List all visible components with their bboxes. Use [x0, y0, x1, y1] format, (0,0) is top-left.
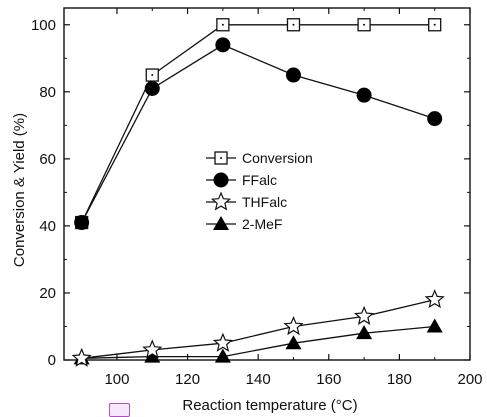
marker-dot: [151, 74, 154, 77]
series-line-conversion: [81, 24, 435, 223]
legend-label: FFalc: [242, 172, 277, 188]
marker-triangle: [144, 348, 161, 363]
data-point-thfalc: [424, 289, 445, 309]
y-tick-label: 80: [39, 84, 56, 101]
marker-star: [424, 289, 445, 309]
marker-triangle: [213, 216, 229, 230]
legend-marker: [210, 191, 232, 211]
marker-triangle: [285, 335, 302, 350]
x-tick-label: 180: [387, 371, 412, 388]
data-point-thfalc: [142, 339, 163, 359]
data-point-2-mef: [214, 348, 231, 363]
marker-dot: [363, 23, 366, 26]
marker-star: [283, 315, 304, 336]
x-tick-label: 140: [246, 371, 271, 388]
marker-circle: [74, 215, 90, 231]
x-tick-label: 120: [175, 371, 200, 388]
x-tick-label: 100: [104, 371, 129, 388]
marker-circle: [215, 37, 231, 53]
data-point-conversion: [216, 18, 230, 32]
marker-star: [354, 305, 375, 325]
marker-circle: [356, 87, 372, 103]
y-tick-label: 20: [39, 285, 56, 302]
y-axis-title: Conversion & Yield (%): [11, 113, 28, 267]
marker-dot: [292, 23, 295, 26]
marker-triangle: [214, 348, 231, 363]
data-point-conversion: [145, 68, 159, 82]
series-layer: [71, 18, 445, 367]
marker-dot: [433, 23, 436, 26]
marker-circle: [285, 67, 301, 83]
y-tick-label: 40: [39, 218, 56, 235]
legend: Conversion FFalc THFalc 2-MeF: [206, 150, 313, 232]
marker-star: [71, 347, 92, 367]
plot-frame: [63, 7, 471, 361]
legend-marker: [213, 172, 229, 188]
data-point-ffalc: [74, 215, 90, 231]
y-tick-label: 0: [48, 352, 56, 369]
data-point-conversion: [357, 18, 371, 32]
series-line-2-mef: [81, 325, 435, 359]
data-point-2-mef: [426, 318, 443, 333]
marker-triangle: [426, 318, 443, 333]
legend-label: THFalc: [242, 194, 287, 210]
data-point-2-mef: [144, 348, 161, 363]
data-point-ffalc: [427, 111, 443, 127]
marker-circle: [427, 111, 443, 127]
marker-dot: [220, 157, 222, 159]
series-line-thfalc: [81, 299, 435, 359]
x-tick-label: 200: [457, 371, 482, 388]
marker-circle: [144, 80, 160, 96]
axes: 100 120 140 160 180 200 0 20 40 60 80 100: [31, 7, 483, 388]
legend-marker: [214, 151, 228, 165]
marker-star: [142, 339, 163, 359]
data-point-ffalc: [215, 37, 231, 53]
data-point-ffalc: [144, 80, 160, 96]
data-point-conversion: [286, 18, 301, 32]
legend-label: Conversion: [242, 150, 313, 166]
marker-star: [212, 332, 233, 352]
legend-marker: [213, 216, 229, 230]
data-point-ffalc: [285, 67, 301, 83]
x-tick-label: 160: [316, 371, 341, 388]
legend-label: 2-MeF: [242, 216, 282, 232]
data-point-2-mef: [356, 325, 373, 340]
data-point-2-mef: [285, 335, 302, 350]
marker-circle: [213, 172, 229, 188]
data-point-thfalc: [71, 347, 92, 367]
series-line-ffalc: [81, 44, 435, 223]
data-point-thfalc: [283, 315, 304, 336]
x-axis-title: Reaction temperature (°C): [182, 397, 357, 414]
marker-triangle: [356, 325, 373, 340]
y-tick-label: 60: [39, 151, 56, 168]
data-point-thfalc: [354, 305, 375, 325]
annotation-marker: [109, 403, 130, 417]
marker-star: [210, 191, 232, 211]
data-point-conversion: [428, 18, 442, 32]
data-point-thfalc: [212, 332, 233, 352]
marker-dot: [221, 23, 224, 26]
data-point-ffalc: [356, 87, 372, 103]
y-tick-label: 100: [31, 17, 56, 34]
